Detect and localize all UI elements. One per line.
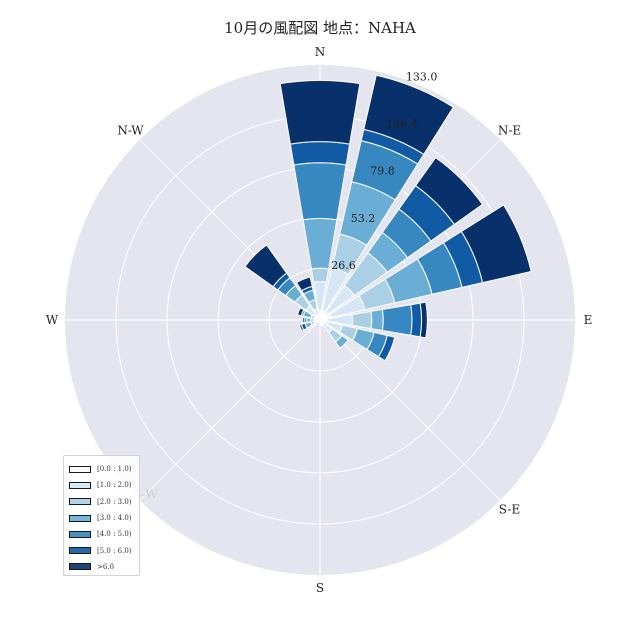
legend-swatch (69, 498, 91, 506)
bar-segment-12-6 (302, 316, 306, 324)
direction-label-e: E (584, 313, 593, 327)
bar-segment-4-3 (370, 308, 384, 332)
radial-tick-label-3: 106.4 (386, 118, 418, 131)
radial-tick-label-0: 26.6 (331, 259, 356, 272)
legend-swatch (69, 530, 91, 538)
legend-label: [5.0 : 6.0) (97, 546, 132, 555)
bar-segment-0-6 (279, 79, 361, 145)
bar-segment-5-5 (377, 334, 396, 362)
legend-item: [4.0 : 5.0) (69, 526, 134, 542)
legend-swatch (69, 514, 91, 522)
grid-spoke-5 (139, 319, 321, 501)
bar-segment-4-4 (381, 304, 413, 336)
direction-label-n-w: N-W (117, 123, 144, 137)
direction-label-s: S (316, 581, 324, 595)
legend-label: [2.0 : 3.0) (97, 497, 132, 506)
bar-segment-13-6 (296, 307, 305, 317)
bar-segment-3-6 (460, 204, 532, 284)
legend-item: [0.0 : 1.0) (69, 461, 134, 477)
bar-segment-1-6 (363, 74, 455, 155)
legend-item: [2.0 : 3.0) (69, 494, 134, 510)
bar-segment-4-2 (351, 310, 373, 330)
bar-segment-12-3 (306, 317, 312, 323)
legend-label: [4.0 : 5.0) (97, 530, 132, 539)
bar-segment-6-3 (334, 334, 349, 349)
radial-tick-label-4: 133.0 (406, 70, 438, 83)
bar-segment-0-4 (293, 162, 347, 221)
bar-segment-4-5 (410, 302, 423, 338)
bar-segment-2-6 (414, 156, 484, 226)
legend-swatch (69, 563, 91, 571)
speed-legend: [0.0 : 1.0) [1.0 : 2.0) [2.0 : 3.0) [3.0 : … (63, 455, 140, 576)
legend-swatch (69, 547, 91, 555)
radial-tick-label-1: 53.2 (351, 212, 376, 225)
bar-segment-0-5 (289, 141, 351, 166)
chart-title: 10月の風配図 地点：NAHA (224, 19, 416, 37)
legend-label: [0.0 : 1.0) (97, 465, 132, 474)
bar-segment-4-6 (419, 301, 428, 339)
legend-label: [1.0 : 2.0) (97, 481, 132, 490)
bar-segment-15-6 (295, 276, 313, 292)
windrose-bars (244, 74, 532, 362)
bar-segment-0-2 (310, 267, 330, 283)
legend-item: [1.0 : 2.0) (69, 477, 134, 493)
legend-swatch (69, 481, 91, 489)
legend-swatch (69, 465, 91, 473)
legend-item: [3.0 : 4.0) (69, 510, 134, 526)
direction-label-s-e: S-E (499, 503, 520, 517)
bar-segment-7-2 (320, 322, 324, 327)
direction-label-n: N (315, 45, 326, 59)
direction-label-w: W (46, 313, 59, 327)
legend-item: [5.0 : 6.0) (69, 542, 134, 558)
legend-label: [3.0 : 4.0) (97, 514, 132, 523)
grid-spoke-3 (319, 319, 501, 501)
bar-segment-11-6 (298, 323, 305, 332)
radial-tick-label-2: 79.8 (370, 165, 395, 178)
legend-label: >6.0 (97, 562, 114, 571)
radial-tick-labels: 26.6 53.2 79.8 106.4 133.0 (331, 70, 437, 271)
bar-segment-14-6 (244, 244, 288, 288)
legend-item: >6.0 (69, 559, 134, 575)
direction-label-n-e: N-E (498, 123, 521, 137)
